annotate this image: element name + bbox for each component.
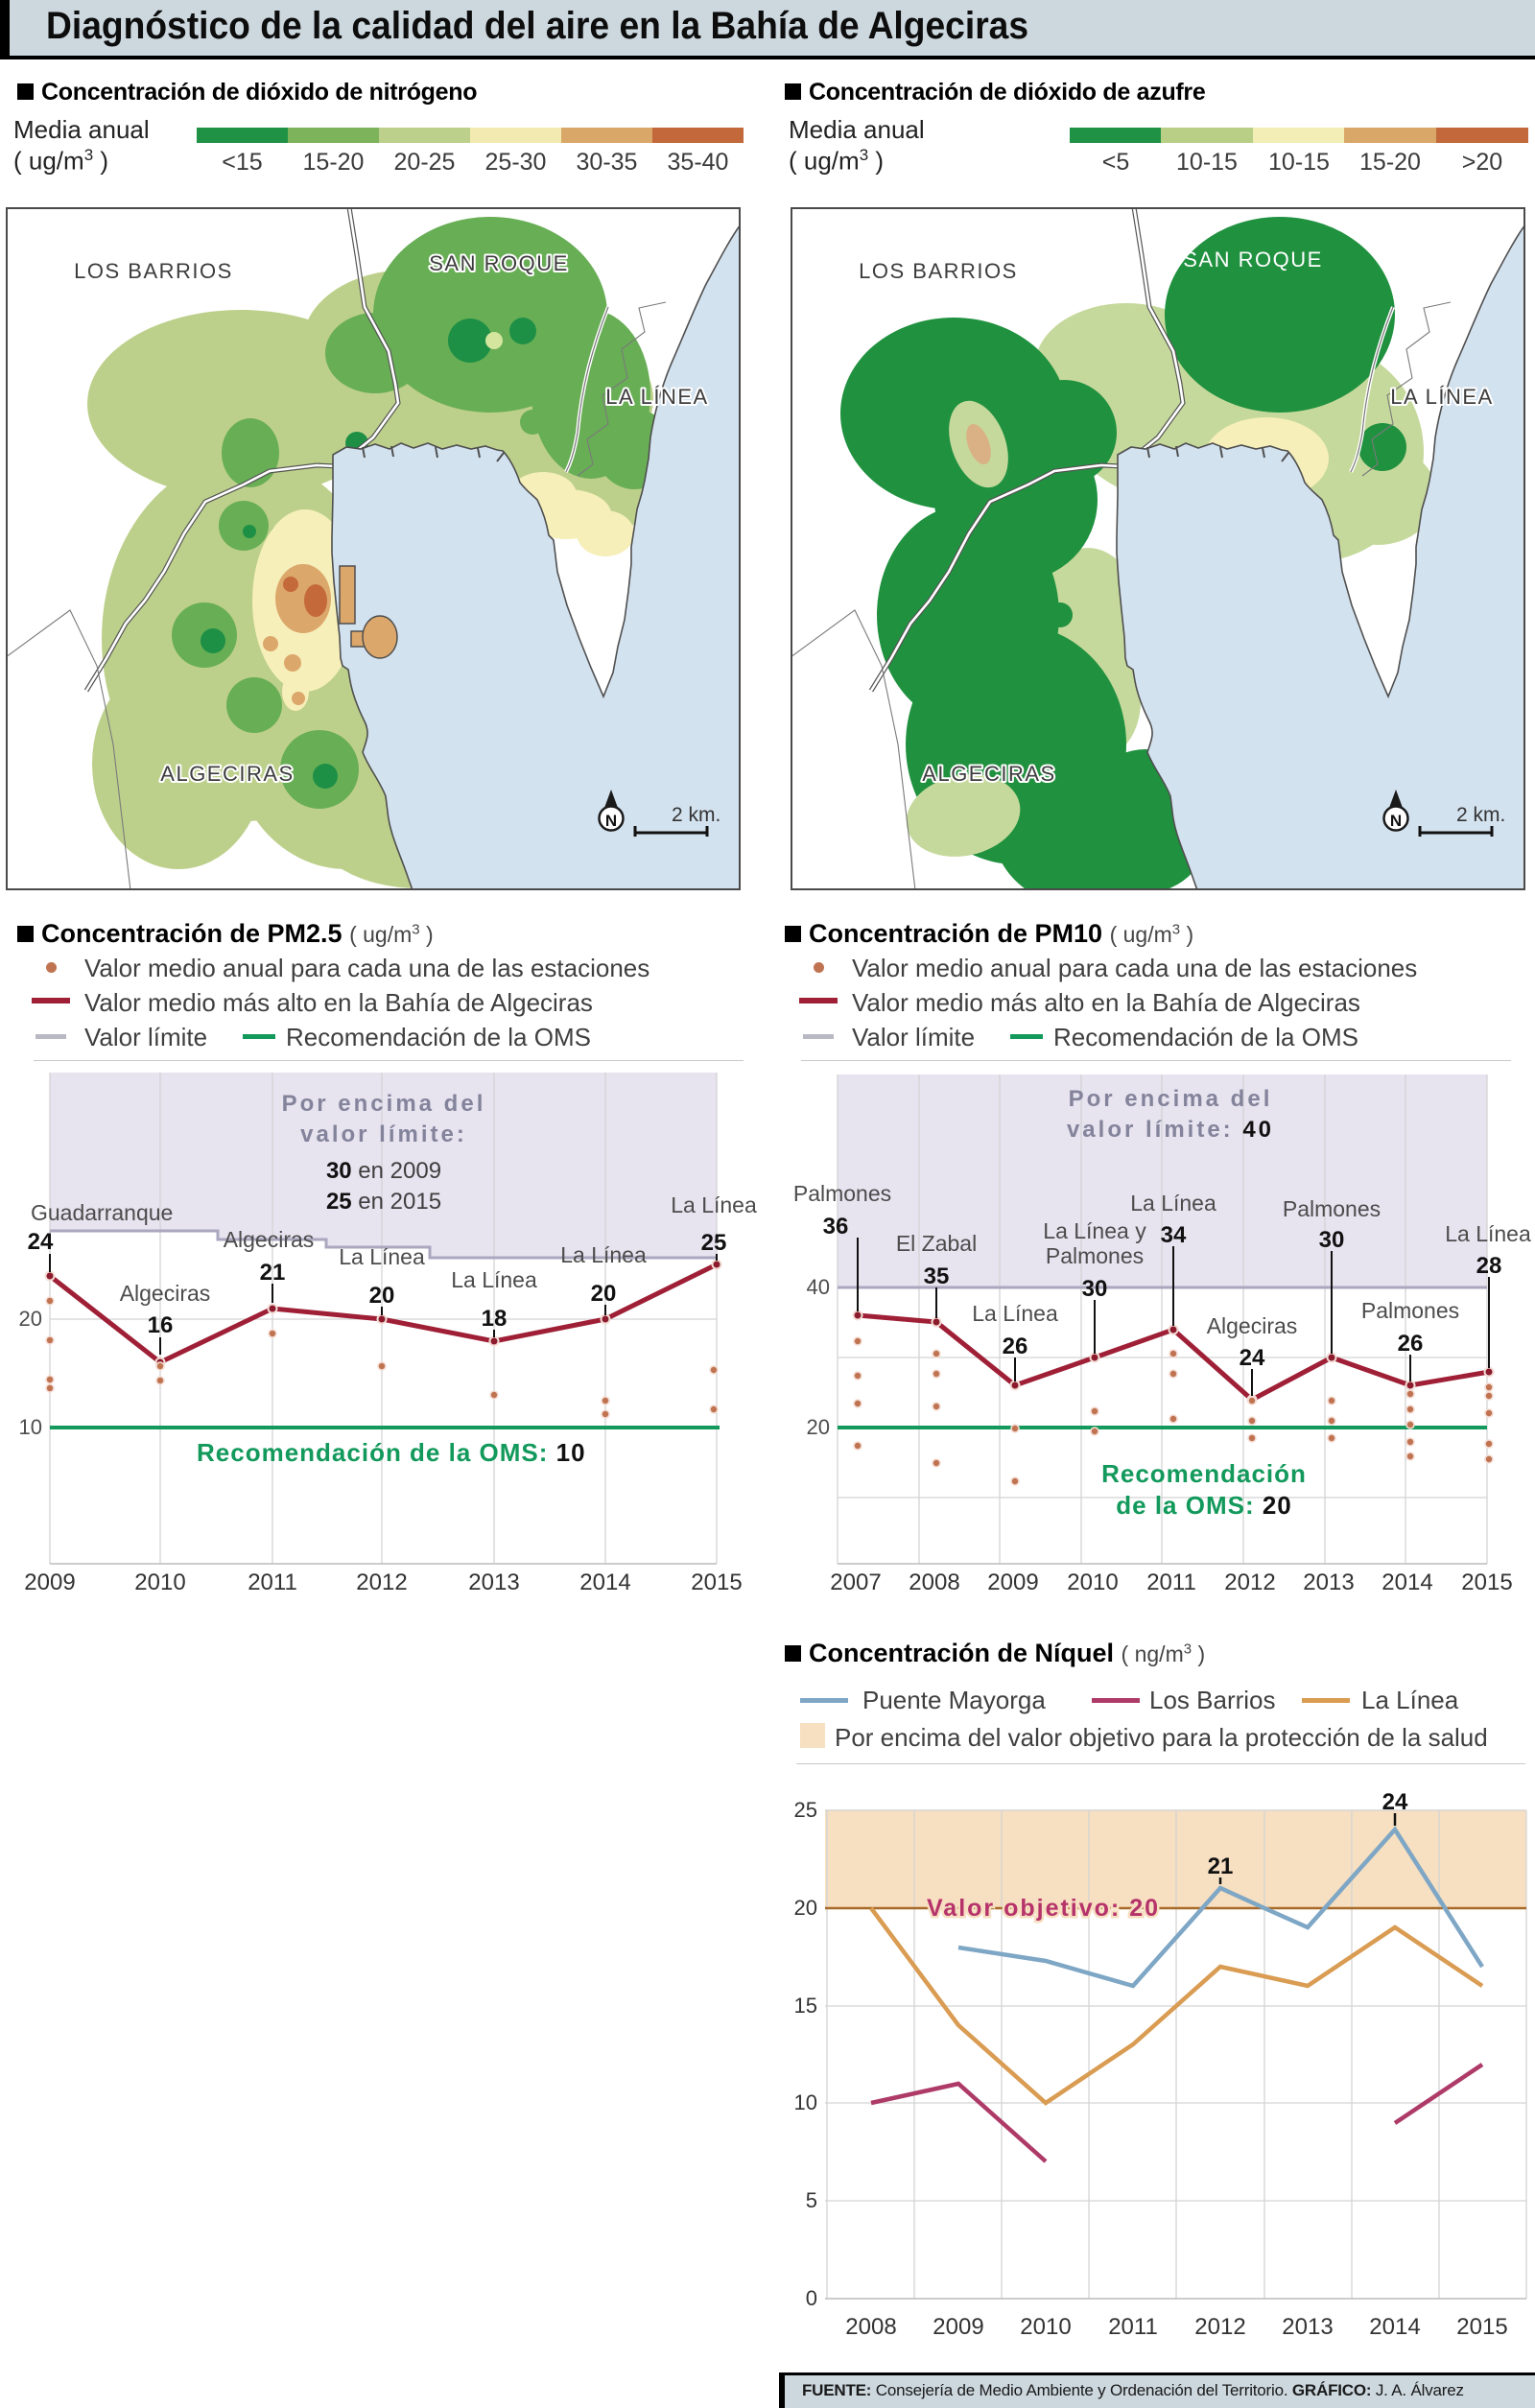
- svg-text:Guadarranque: Guadarranque: [31, 1200, 173, 1225]
- svg-text:N: N: [1390, 812, 1402, 830]
- svg-text:18: 18: [482, 1306, 508, 1332]
- svg-text:La Línea: La Línea: [1130, 1191, 1216, 1216]
- svg-text:26: 26: [1398, 1331, 1424, 1357]
- svg-text:La Línea: La Línea: [671, 1192, 757, 1217]
- svg-text:2009: 2009: [933, 2314, 983, 2340]
- svg-text:20: 20: [807, 1415, 830, 1439]
- svg-text:ALGECIRAS: ALGECIRAS: [922, 762, 1055, 786]
- svg-text:36: 36: [823, 1214, 849, 1239]
- svg-text:Valor objetivo: 20: Valor objetivo: 20: [927, 1895, 1160, 1922]
- svg-text:20: 20: [19, 1307, 42, 1331]
- svg-text:24: 24: [1240, 1345, 1265, 1371]
- svg-text:35: 35: [924, 1263, 950, 1289]
- svg-text:La Línea: La Línea: [560, 1242, 647, 1267]
- svg-text:Recomendación: Recomendación: [1101, 1459, 1307, 1488]
- svg-text:LA LÍNEA: LA LÍNEA: [605, 385, 708, 409]
- svg-text:Palmones: Palmones: [793, 1181, 891, 1206]
- svg-text:SAN ROQUE: SAN ROQUE: [1183, 248, 1323, 271]
- svg-text:2015: 2015: [691, 1570, 742, 1595]
- svg-text:2010: 2010: [1020, 2314, 1071, 2340]
- svg-text:21: 21: [260, 1260, 286, 1286]
- svg-text:2 km.: 2 km.: [1456, 804, 1505, 826]
- svg-text:2013: 2013: [1303, 1570, 1354, 1595]
- svg-text:26: 26: [1003, 1334, 1028, 1359]
- svg-text:10: 10: [794, 2090, 817, 2114]
- svg-text:2012: 2012: [356, 1570, 407, 1595]
- svg-text:2010: 2010: [1067, 1570, 1118, 1595]
- svg-text:10: 10: [19, 1415, 42, 1439]
- svg-text:2011: 2011: [248, 1570, 297, 1595]
- svg-text:2012: 2012: [1194, 2314, 1245, 2340]
- svg-text:Palmones: Palmones: [1283, 1196, 1381, 1221]
- svg-text:LOS BARRIOS: LOS BARRIOS: [74, 259, 233, 283]
- svg-text:Palmones: Palmones: [1361, 1298, 1459, 1323]
- svg-text:20: 20: [369, 1283, 395, 1309]
- svg-text:21: 21: [1208, 1853, 1234, 1879]
- svg-text:El Zabal: El Zabal: [896, 1231, 977, 1256]
- svg-text:2014: 2014: [1382, 1570, 1432, 1595]
- svg-text:La Línea: La Línea: [451, 1267, 537, 1292]
- svg-text:2011: 2011: [1146, 1570, 1196, 1595]
- svg-text:30: 30: [1319, 1227, 1345, 1253]
- svg-text:2015: 2015: [1461, 1570, 1512, 1595]
- svg-text:34: 34: [1161, 1222, 1187, 1248]
- svg-text:20: 20: [794, 1896, 817, 1920]
- svg-text:2009: 2009: [987, 1570, 1038, 1595]
- svg-text:La Línea y: La Línea y: [1043, 1218, 1146, 1243]
- svg-text:24: 24: [1382, 1789, 1408, 1815]
- svg-text:16: 16: [148, 1312, 174, 1338]
- svg-text:La Línea: La Línea: [1445, 1221, 1531, 1246]
- svg-text:20: 20: [591, 1281, 617, 1307]
- svg-text:Palmones: Palmones: [1046, 1243, 1144, 1268]
- svg-text:2012: 2012: [1224, 1570, 1275, 1595]
- svg-text:valor límite: 40: valor límite: 40: [1067, 1117, 1274, 1143]
- svg-text:Algeciras: Algeciras: [120, 1281, 211, 1306]
- svg-text:2 km.: 2 km.: [672, 804, 720, 826]
- svg-text:2015: 2015: [1456, 2314, 1507, 2340]
- svg-text:5: 5: [806, 2188, 817, 2212]
- svg-text:28: 28: [1476, 1253, 1502, 1279]
- svg-text:2013: 2013: [1282, 2314, 1333, 2340]
- svg-text:2011: 2011: [1108, 2314, 1158, 2340]
- svg-text:2007: 2007: [830, 1570, 881, 1595]
- svg-text:15: 15: [794, 1994, 817, 2018]
- svg-text:30 en 2009: 30 en 2009: [326, 1158, 441, 1184]
- svg-text:N: N: [605, 812, 617, 830]
- svg-text:30: 30: [1082, 1276, 1108, 1302]
- svg-text:2014: 2014: [1369, 2314, 1420, 2340]
- svg-text:Por encima del: Por encima del: [282, 1091, 486, 1117]
- svg-text:2008: 2008: [845, 2314, 896, 2340]
- svg-text:2014: 2014: [579, 1570, 630, 1595]
- svg-text:Por encima del: Por encima del: [1069, 1086, 1273, 1112]
- svg-text:La Línea: La Línea: [972, 1301, 1058, 1326]
- svg-text:Recomendación de la OMS: 10: Recomendación de la OMS: 10: [197, 1438, 586, 1467]
- svg-text:La Línea: La Línea: [339, 1244, 425, 1269]
- svg-text:25: 25: [794, 1798, 817, 1822]
- svg-text:SAN ROQUE: SAN ROQUE: [429, 251, 569, 275]
- svg-text:40: 40: [807, 1275, 830, 1299]
- svg-text:de la OMS: 20: de la OMS: 20: [1116, 1491, 1292, 1520]
- svg-text:valor límite:: valor límite:: [300, 1121, 467, 1147]
- svg-text:2010: 2010: [134, 1570, 185, 1595]
- svg-text:25: 25: [701, 1230, 727, 1256]
- svg-text:Algeciras: Algeciras: [1207, 1313, 1298, 1338]
- svg-text:24: 24: [28, 1229, 54, 1255]
- svg-text:ALGECIRAS: ALGECIRAS: [160, 762, 294, 786]
- svg-text:2013: 2013: [468, 1570, 519, 1595]
- svg-text:2008: 2008: [909, 1570, 959, 1595]
- svg-text:25 en 2015: 25 en 2015: [326, 1189, 441, 1215]
- svg-text:LA LÍNEA: LA LÍNEA: [1390, 385, 1493, 409]
- svg-text:0: 0: [806, 2286, 817, 2310]
- svg-text:Algeciras: Algeciras: [224, 1227, 315, 1252]
- svg-text:2009: 2009: [24, 1570, 75, 1595]
- svg-text:LOS BARRIOS: LOS BARRIOS: [859, 259, 1018, 283]
